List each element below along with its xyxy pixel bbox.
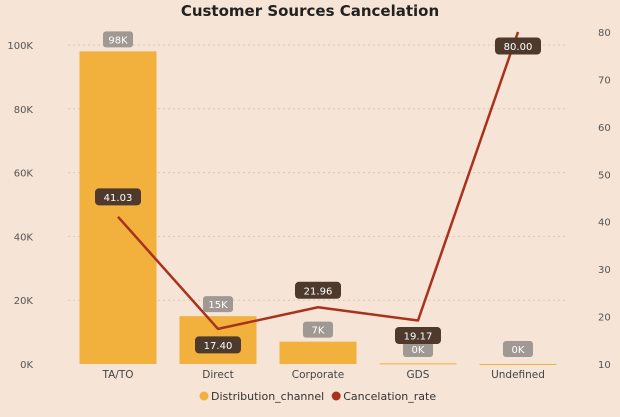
category-label: Undefined	[491, 369, 545, 381]
bars	[79, 51, 557, 365]
legend: Distribution_channel Cancelation_rate	[199, 390, 436, 403]
bar-label-box	[403, 341, 433, 357]
bar-data-label: 0K	[412, 345, 425, 356]
bar-label-box	[203, 296, 233, 313]
cancelation-rate-line	[117, 31, 520, 331]
bar-data-label: 98K	[108, 35, 128, 46]
bar	[379, 363, 457, 365]
legend-marker	[331, 391, 341, 401]
bar-label-box	[503, 341, 533, 357]
right-tick-label: 20	[598, 313, 611, 324]
bar-data-label: 0K	[512, 345, 525, 356]
left-axis: 0K 20K 40K 60K 80K 100K	[7, 41, 33, 371]
right-tick-label: 80	[598, 28, 611, 39]
right-tick-label: 40	[598, 218, 611, 229]
line-label-box	[395, 327, 441, 345]
bar-labels: 98K 15K 7K 0K 0K	[103, 31, 533, 357]
legend-label: Distribution_channel	[211, 390, 324, 403]
grid	[68, 44, 568, 301]
line-data-label: 21.96	[304, 286, 333, 297]
left-tick-label: 100K	[7, 41, 33, 52]
bar	[479, 363, 557, 365]
bar-label-box	[303, 321, 333, 338]
legend-marker	[199, 391, 209, 401]
right-tick-label: 60	[598, 123, 611, 134]
left-tick-label: 40K	[14, 232, 34, 243]
bar-label-box	[103, 31, 133, 48]
left-tick-label: 20K	[14, 296, 34, 307]
line-data-label: 19.17	[404, 332, 433, 343]
right-tick-label: 10	[598, 360, 611, 371]
line-label-box	[195, 336, 241, 354]
line-labels: 41.03 17.40 21.96 19.17 80.00	[95, 37, 541, 354]
line-label-box	[95, 188, 141, 206]
bar-data-label: 7K	[312, 326, 325, 337]
category-label: Corporate	[292, 369, 345, 381]
bar-data-label: 15K	[208, 300, 228, 311]
right-tick-label: 50	[598, 170, 611, 181]
left-tick-label: 60K	[14, 169, 34, 180]
category-axis: TA/TO Direct Corporate GDS Undefined	[102, 369, 545, 381]
category-label: GDS	[407, 369, 430, 381]
bar	[79, 51, 157, 364]
legend-label: Cancelation_rate	[343, 390, 436, 403]
right-tick-label: 30	[598, 265, 611, 276]
right-tick-label: 70	[598, 75, 611, 86]
line-series	[117, 31, 520, 331]
right-axis: 10 20 30 40 50 60 70 80	[598, 28, 611, 371]
chart-title: Customer Sources Cancelation	[181, 2, 439, 20]
left-tick-label: 0K	[20, 360, 33, 371]
category-label: TA/TO	[102, 369, 134, 381]
line-data-label: 41.03	[104, 193, 133, 204]
line-data-label: 80.00	[504, 42, 533, 53]
line-data-label: 17.40	[204, 341, 233, 352]
left-tick-label: 80K	[14, 105, 34, 116]
line-label-box	[295, 281, 341, 299]
bar	[279, 341, 357, 364]
line-label-box	[495, 37, 541, 55]
category-label: Direct	[202, 369, 233, 381]
